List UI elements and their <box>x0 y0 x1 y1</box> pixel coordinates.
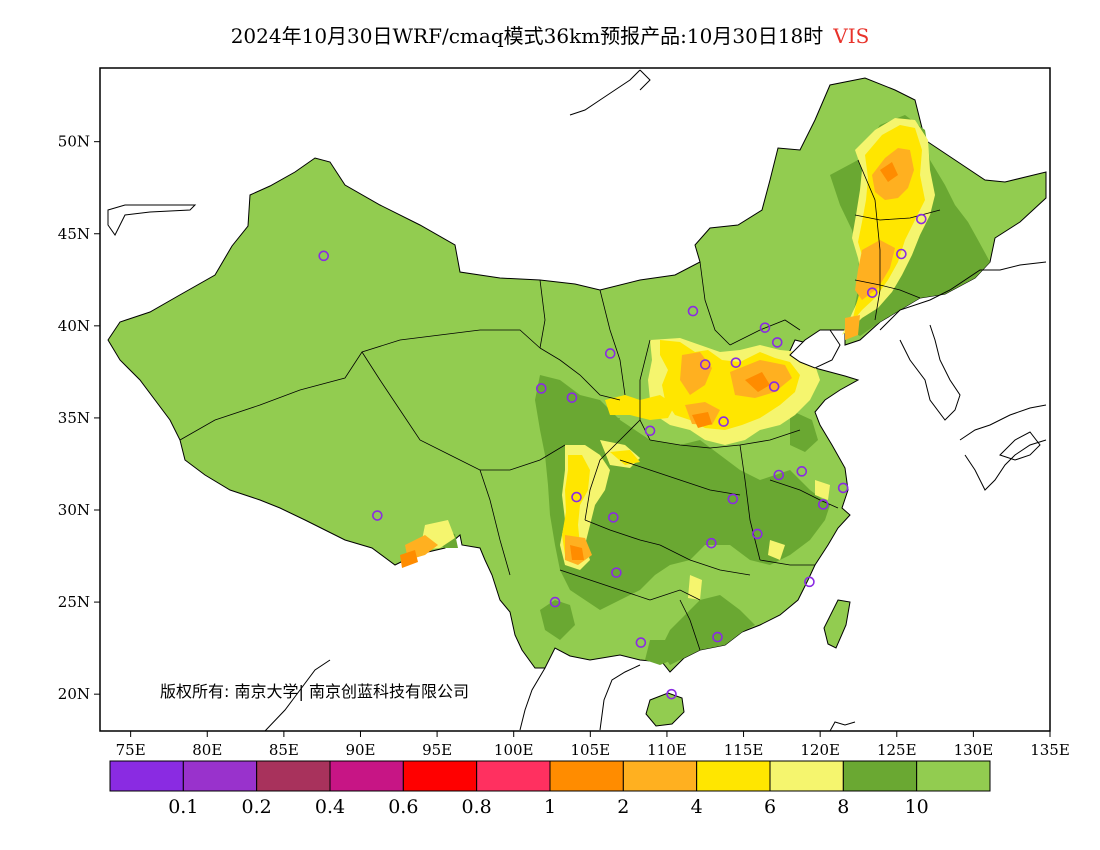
colorbar-label: 0.4 <box>315 796 345 818</box>
colorbar-labels: 0.1 0.2 0.4 0.6 0.8 1 2 4 6 8 10 <box>168 796 929 818</box>
lon-tick-label: 105E <box>571 741 611 759</box>
map-frame-border <box>99 67 1051 732</box>
colorbar-swatch <box>916 760 991 792</box>
lon-tick-label: 75E <box>116 741 146 759</box>
lat-tick-label: 50N <box>58 133 90 151</box>
lat-axis: 50N 45N 40N 35N 30N 25N 20N <box>58 133 100 703</box>
colorbar-swatch <box>182 760 258 792</box>
map-content <box>107 69 1047 731</box>
station-marker <box>535 383 547 394</box>
station-marker <box>817 499 829 510</box>
hainan-island <box>645 692 685 727</box>
station-marker <box>712 631 723 643</box>
station-marker <box>752 528 763 540</box>
station-marker <box>566 392 578 403</box>
station-marker <box>644 425 656 437</box>
colorbar-label: 4 <box>691 796 703 818</box>
colorbar-swatch <box>549 760 624 792</box>
station-marker <box>666 688 677 700</box>
colorbar-swatch <box>842 760 918 792</box>
colorbar-label: 6 <box>764 796 776 818</box>
station-marker <box>318 250 330 262</box>
station-marker <box>608 512 619 523</box>
colorbar-label: 8 <box>837 796 849 818</box>
lon-tick-label: 110E <box>647 741 687 759</box>
lat-tick-label: 35N <box>58 409 90 427</box>
vis-band-1-2 <box>400 162 898 568</box>
colorbar-label: 0.2 <box>242 796 272 818</box>
colorbar-swatch <box>769 760 844 792</box>
station-marker <box>759 322 771 333</box>
colorbar-label: 0.8 <box>462 796 492 818</box>
colorbar-label: 0.1 <box>168 796 198 818</box>
colorbar-label: 1 <box>544 796 556 818</box>
station-marker <box>706 537 717 549</box>
station-marker <box>635 637 647 648</box>
colorbar-swatch <box>109 760 184 792</box>
station-marker <box>727 493 739 505</box>
station-marker <box>604 348 616 359</box>
station-marker <box>699 359 711 370</box>
station-marker <box>837 482 849 494</box>
colorbar-label: 0.6 <box>388 796 418 818</box>
station-marker <box>687 305 699 317</box>
taiwan-island <box>823 599 851 649</box>
lon-tick-label: 115E <box>724 741 764 759</box>
lon-tick-label: 125E <box>877 741 917 759</box>
colorbar-swatch <box>622 760 698 792</box>
station-marker <box>768 381 780 392</box>
map-title: 2024年10月30日WRF/cmaq模式36km预报产品:10月30日18时 V… <box>0 20 1100 49</box>
lon-tick-label: 100E <box>494 741 534 759</box>
neighbor-coastlines <box>107 69 1047 731</box>
station-marker <box>796 466 808 477</box>
lon-tick-label: 130E <box>954 741 994 759</box>
province-boundaries <box>179 159 941 651</box>
lat-tick-label: 45N <box>58 225 90 243</box>
lon-tick-label: 90E <box>345 741 375 759</box>
colorbar-swatch <box>402 760 478 792</box>
station-marker <box>549 596 561 608</box>
colorbar-swatch <box>256 760 331 792</box>
colorbar-swatch <box>696 760 771 792</box>
lon-tick-label: 135E <box>1030 741 1070 759</box>
colorbar-swatch <box>329 760 404 792</box>
copyright-text: 版权所有: 南京大学| 南京创蓝科技有限公司 <box>160 682 469 701</box>
colorbar-label: 2 <box>617 796 629 818</box>
station-marker <box>804 576 815 588</box>
colorbar-swatch <box>476 760 551 792</box>
station-marker <box>611 567 622 578</box>
station-markers <box>318 213 927 700</box>
colorbar <box>109 760 991 792</box>
lon-tick-label: 95E <box>422 741 452 759</box>
station-marker <box>571 491 582 503</box>
station-marker <box>896 248 907 260</box>
station-marker <box>773 469 785 481</box>
lat-tick-label: 30N <box>58 501 90 519</box>
title-variable: VIS <box>833 24 870 48</box>
station-marker <box>771 337 783 348</box>
station-marker <box>730 357 742 368</box>
lat-tick-label: 25N <box>58 593 90 611</box>
station-marker <box>866 287 878 298</box>
lon-tick-label: 80E <box>192 741 222 759</box>
colorbar-label: 10 <box>905 796 929 818</box>
station-marker <box>915 213 927 225</box>
lat-tick-label: 20N <box>58 685 90 703</box>
bohai-sea <box>789 329 841 369</box>
station-marker <box>372 510 383 521</box>
lon-tick-label: 120E <box>800 741 840 759</box>
lon-tick-label: 85E <box>269 741 299 759</box>
lat-tick-label: 40N <box>58 317 90 335</box>
station-marker <box>718 416 729 427</box>
lon-axis: 75E 80E 85E 90E 95E 100E 105E 110E 115E 120E 125E 1… <box>116 731 1070 759</box>
title-main: 2024年10月30日WRF/cmaq模式36km预报产品:10月30日18时 <box>230 24 824 48</box>
